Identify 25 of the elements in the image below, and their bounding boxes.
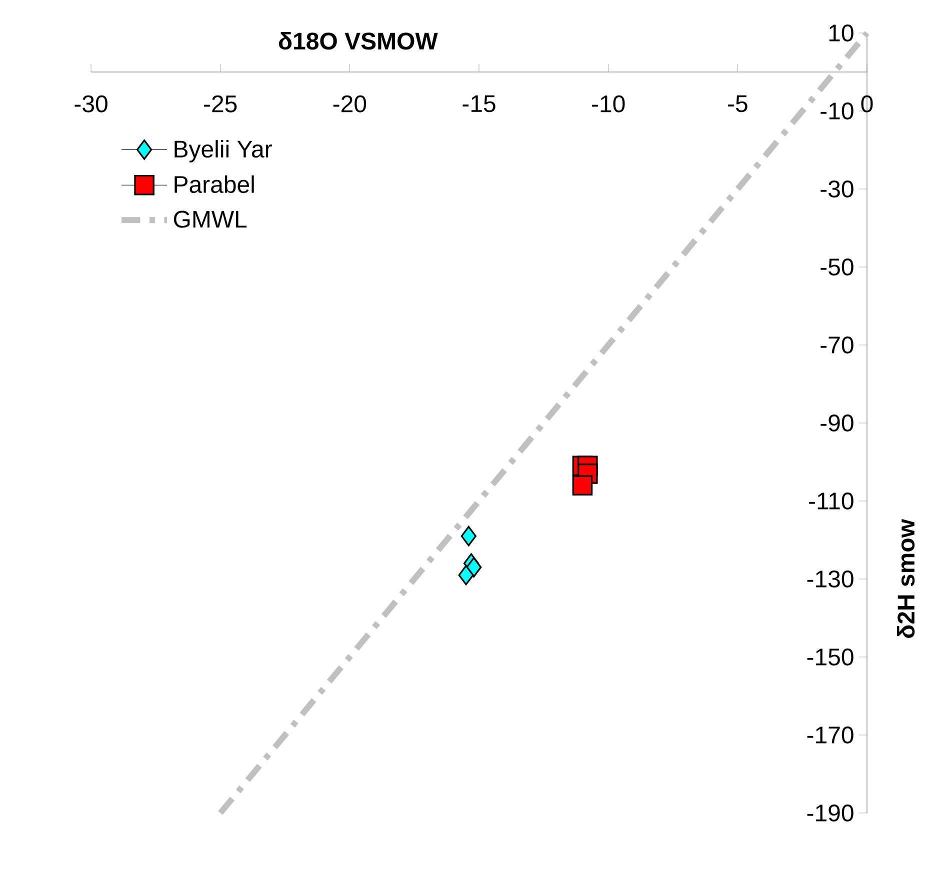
legend-label: Parabel	[174, 175, 254, 194]
y-tick-label: -30	[820, 180, 854, 198]
y-tick-label: -170	[807, 726, 854, 744]
point	[458, 564, 474, 586]
y-tick-label: -90	[820, 414, 854, 432]
x-tick-label: -5	[728, 95, 748, 112]
legend-label: GMWL	[174, 210, 247, 228]
x-tick-label: -30	[74, 95, 108, 112]
y-tick-label: -130	[807, 570, 854, 588]
y-tick-label: -190	[807, 804, 854, 822]
y-tick-label: -150	[807, 648, 854, 666]
x-axis-title: δ18O VSMOW	[278, 32, 438, 50]
x-tick-label: -20	[333, 95, 366, 112]
x-tick-label: 0	[861, 95, 873, 112]
point	[572, 475, 593, 496]
point	[460, 526, 476, 546]
y-tick-label: 10	[829, 24, 854, 42]
y-axis-title: δ2H smow	[896, 519, 915, 638]
legend-label: Byelii Yar	[174, 140, 272, 162]
y-tick-label: -70	[820, 336, 854, 354]
y-tick-label: -50	[820, 258, 854, 276]
y-tick-label: -110	[809, 492, 854, 510]
x-tick-label: -10	[592, 95, 625, 112]
x-tick-label: -25	[204, 95, 237, 112]
x-tick-label: -15	[462, 95, 496, 112]
